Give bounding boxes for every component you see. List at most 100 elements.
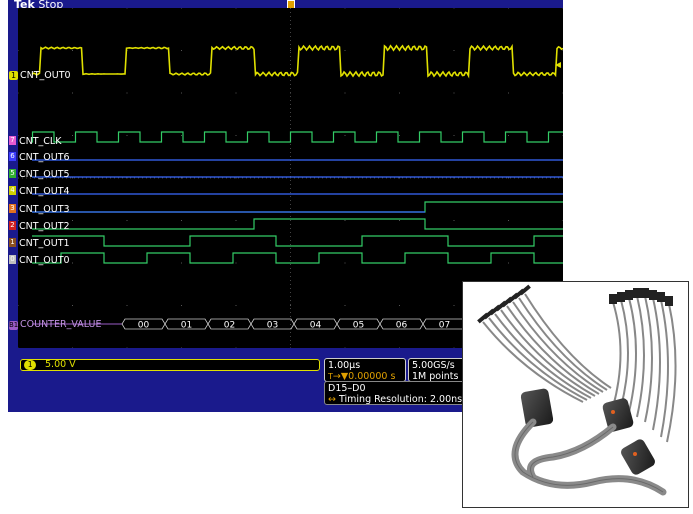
grid-dot [235,8,237,9]
grid-dot [508,135,509,136]
grid-dot [126,347,128,348]
grid-dot [344,220,346,221]
digital-group: D15–D0 [328,383,366,394]
bus-value: 05 [353,321,364,331]
grid-dot [562,220,563,221]
digital-channel-label-cnt-out0: 0 CNT_OUT0 [9,255,70,266]
grid-dot [508,8,509,9]
grid-dot [562,8,563,9]
digital-channel-label-cnt-out2: 2 CNT_OUT2 [9,221,70,232]
grid-dot [344,50,346,51]
grid-dot [344,135,346,136]
grid-dot [399,177,400,179]
grid-dot [18,220,19,221]
channel-chip[interactable]: 4 [9,186,16,195]
sample-rate: 5.00GS/s [412,360,455,371]
channel-chip[interactable]: 3 [9,204,16,213]
channel-chip[interactable]: 5 [9,169,16,178]
grid-dot [72,262,73,264]
grid-dot [290,347,291,348]
grid-dot [126,305,128,306]
grid-dot [18,347,19,348]
waveform-area: 00 01 02 03 04 05 06 07 [18,8,563,348]
bus-value: 03 [267,321,278,331]
logic-probe-image [477,284,677,496]
digital-channel-label-cnt-out4: 4 CNT_OUT4 [9,186,70,197]
grid-dot [453,135,455,136]
grid-dot [290,50,291,51]
channel-chip[interactable]: 6 [9,152,16,161]
grid-dot [344,92,346,94]
grid-dot [399,347,400,348]
grid-dot [562,92,563,94]
grid-dot [72,8,73,9]
cnt-out3-trace [32,201,563,213]
digital-channel-label-cnt-out1: 1 CNT_OUT1 [9,238,70,249]
record-length: 1M points [412,371,459,382]
ch1-scale-value: 5.00 V [45,359,76,370]
channel-chip[interactable]: 2 [9,221,16,230]
grid-dot [181,92,182,94]
digital-readout[interactable]: D15–D0 ↔ Timing Resolution: 2.00ns [324,381,468,405]
ch1-badge: 1 [24,360,36,370]
grid-dot [126,135,128,136]
grid-dot [72,220,73,221]
grid-dot [399,135,400,136]
grid-dot [181,220,182,221]
horizontal-readout[interactable]: 1.00µs T→▼0.00000 s [324,358,406,382]
grid-dot [18,50,19,51]
digital-channel-name: CNT_CLK [19,136,62,147]
grid-dot [18,92,19,94]
digital-channel-label-cnt-clk: 7 CNT_CLK [9,136,61,147]
digital-channel-name: CNT_OUT4 [19,186,70,197]
ch1-waveform [31,43,563,79]
grid-dot [399,8,400,9]
acquisition-readout[interactable]: 5.00GS/s 1M points [408,358,468,382]
channel-chip[interactable]: 1 [9,238,16,247]
grid-dot [453,220,455,221]
grid-dot [344,347,346,348]
bus-value: 06 [396,321,408,331]
cnt-out0-trace [32,252,563,264]
timing-resolution: ↔ Timing Resolution: 2.00ns [328,394,463,405]
grid-dot [344,8,346,9]
cnt-clk-trace [31,131,563,143]
grid-dot [344,177,346,179]
horizontal-scale: 1.00µs [328,360,361,371]
ch1-trigger-level-marker [555,62,561,68]
grid-dot [399,92,400,94]
grid-dot [235,262,237,264]
grid-dot [181,347,182,348]
grid-dot [508,220,509,221]
grid-dot [181,135,182,136]
digital-channel-name: CNT_OUT3 [19,204,70,215]
grid-dot [235,305,237,306]
grid-dot [453,305,455,306]
grid-dot [235,135,237,136]
grid-dot [181,50,182,51]
bus-value: 01 [181,321,192,331]
channel-chip[interactable]: 0 [9,255,16,264]
grid-dot [181,305,182,306]
grid-dot [453,8,455,9]
run-state: Tek Stop [14,0,64,11]
ch1-scale-readout[interactable]: 1 5.00 V [20,359,320,371]
grid-dot [290,305,291,306]
digital-channel-label-cnt-out3: 3 CNT_OUT3 [9,204,70,215]
cnt-out1-trace [32,235,563,247]
grid-dot [453,347,455,348]
grid-dot [235,220,237,221]
grid-dot [181,262,182,264]
digital-channel-name: CNT_OUT2 [19,221,70,232]
logic-probe-photo [462,281,689,508]
grid-dot [126,92,128,94]
grid-dot [508,262,509,264]
grid-dot [18,305,19,306]
grid-dot [344,262,346,264]
bus-value: 00 [138,321,150,331]
grid-dot [235,92,237,94]
grid-dot [562,135,563,136]
trigger-position: T→▼0.00000 s [328,371,396,382]
grid-dot [72,305,73,306]
channel-chip[interactable]: 7 [9,136,16,145]
